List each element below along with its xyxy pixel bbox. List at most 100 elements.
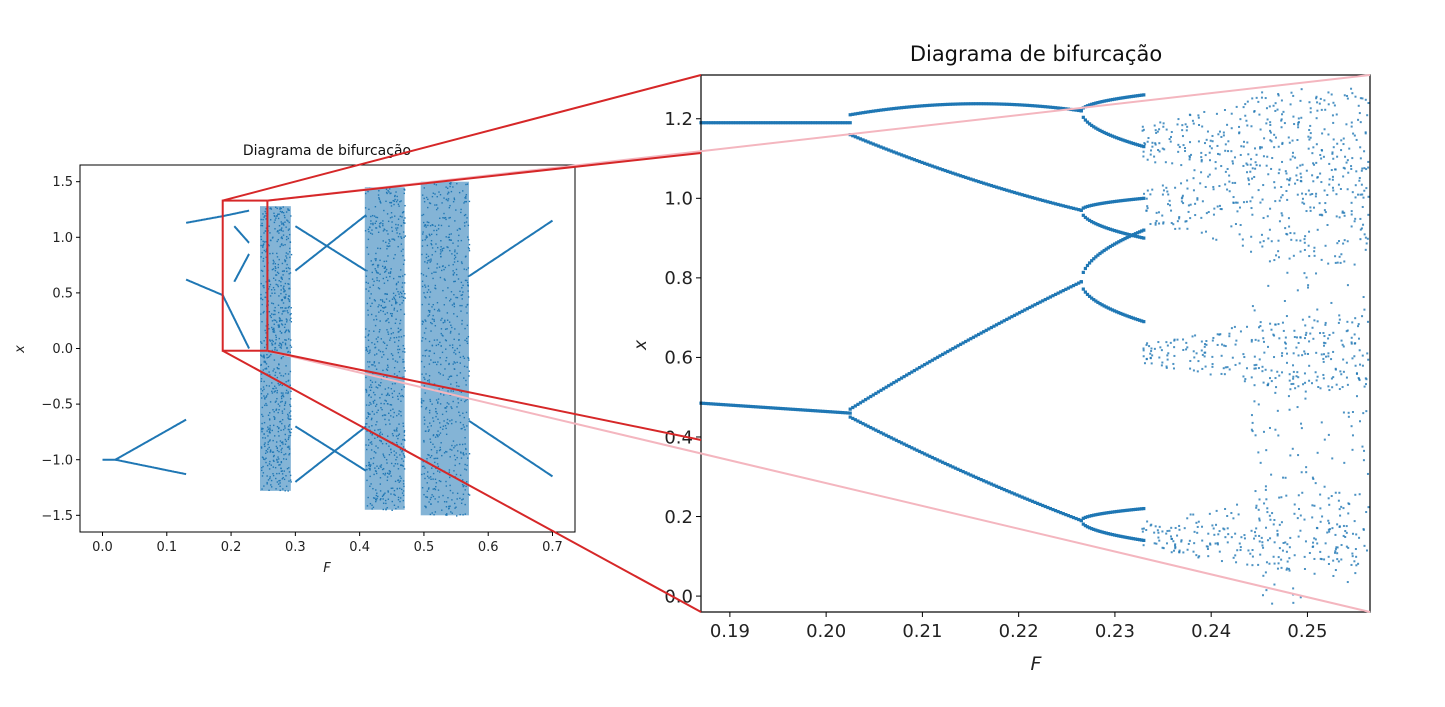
overview-point [431, 247, 434, 249]
zoom-chaos-point [1142, 355, 1145, 358]
overview-point [424, 286, 427, 288]
zoom-chaos-point [1365, 511, 1368, 514]
overview-point [383, 260, 385, 263]
overview-point [273, 359, 276, 361]
zoom-point [1043, 199, 1047, 203]
overview-point [278, 427, 280, 429]
zoom-point [1000, 486, 1004, 491]
overview-point [424, 355, 427, 357]
overview-point [441, 334, 443, 336]
zoom-chaos-point [1346, 159, 1349, 162]
zoom-chaos-point [1311, 516, 1314, 519]
overview-point [389, 448, 392, 451]
zoom-point [1079, 280, 1083, 284]
overview-point [367, 228, 370, 231]
overview-point [441, 509, 443, 511]
zoom-chaos-point [1170, 209, 1173, 212]
overview-point [442, 217, 444, 219]
zoom-point [887, 107, 891, 111]
zoom-chaos-point [1265, 107, 1268, 110]
zoom-chaos-point [1280, 126, 1283, 129]
zoom-point [769, 121, 773, 125]
overview-point [428, 412, 431, 414]
overview-point [402, 254, 404, 257]
zoom-chaos-point [1177, 143, 1180, 146]
overview-point [280, 343, 283, 345]
overview-point [262, 465, 264, 468]
overview-point [377, 336, 379, 338]
overview-point [397, 245, 399, 248]
overview-point [424, 284, 426, 286]
overview-point [384, 293, 386, 295]
zoom-chaos-point [1288, 183, 1291, 186]
zoom-chaos-point [1332, 574, 1335, 577]
overview-point [428, 501, 430, 503]
zoom-point [1053, 292, 1058, 297]
overview-point [280, 207, 282, 210]
zoom-chaos-point [1211, 524, 1214, 527]
overview-point [288, 436, 290, 439]
zoom-chaos-point [1344, 535, 1347, 538]
overview-point [429, 422, 431, 424]
overview-point [269, 460, 271, 463]
zoom-point [771, 406, 775, 410]
zoom-point [759, 405, 763, 409]
zoom-point [1112, 533, 1117, 537]
overview-point [425, 505, 427, 508]
overview-point [433, 183, 436, 185]
zoom-point [1071, 108, 1076, 112]
zoom-point [971, 102, 976, 106]
overview-point [443, 420, 445, 422]
overview-point [440, 328, 443, 330]
overview-point [262, 472, 265, 474]
overview-point [274, 347, 276, 349]
zoom-chaos-point [1208, 145, 1211, 148]
overview-point [400, 395, 402, 397]
zoom-point [766, 121, 770, 125]
zoom-chaos-point [1193, 530, 1196, 533]
zoom-chaos-point [1192, 122, 1195, 125]
zoom-x-tick-label: 0.24 [1191, 621, 1231, 642]
overview-point [273, 327, 275, 330]
overview-point [260, 380, 263, 382]
overview-point [451, 326, 453, 329]
overview-point [273, 415, 275, 418]
overview-x-ticks: 0.0 0.1 0.2 0.3 0.4 0.5 0.6 0.7 [92, 532, 563, 555]
overview-point [376, 264, 379, 266]
zoom-chaos-point [1223, 528, 1226, 531]
zoom-point [958, 102, 963, 106]
overview-point [386, 472, 389, 474]
overview-point [386, 462, 388, 464]
overview-point [283, 408, 286, 410]
zoom-point [994, 185, 999, 189]
zoom-point [948, 170, 952, 174]
overview-point [434, 250, 437, 253]
overview-point [274, 269, 277, 272]
zoom-chaos-point [1288, 179, 1291, 182]
overview-point [384, 418, 386, 421]
zoom-point [892, 437, 896, 441]
zoom-point [1002, 319, 1006, 323]
zoom-chaos-point [1154, 142, 1157, 145]
overview-point [393, 411, 395, 414]
zoom-point [881, 432, 886, 436]
zoom-point [1028, 103, 1032, 108]
overview-point [432, 314, 434, 317]
zoom-chaos-point [1177, 118, 1180, 121]
zoom-chaos-point [1309, 209, 1312, 212]
overview-point [397, 203, 400, 205]
overview-point [420, 272, 423, 275]
overview-point [450, 330, 452, 333]
zoom-chaos-point [1186, 187, 1189, 190]
overview-point [289, 403, 291, 406]
overview-point [396, 195, 398, 198]
zoom-point [1127, 140, 1131, 144]
zoom-point [1123, 313, 1127, 317]
overview-point [282, 476, 284, 479]
zoom-chaos-point [1204, 365, 1207, 368]
overview-point [400, 200, 402, 202]
overview-point [444, 216, 447, 219]
zoom-chaos-point [1283, 122, 1286, 125]
overview-point [455, 209, 457, 211]
zoom-point [1119, 137, 1123, 141]
